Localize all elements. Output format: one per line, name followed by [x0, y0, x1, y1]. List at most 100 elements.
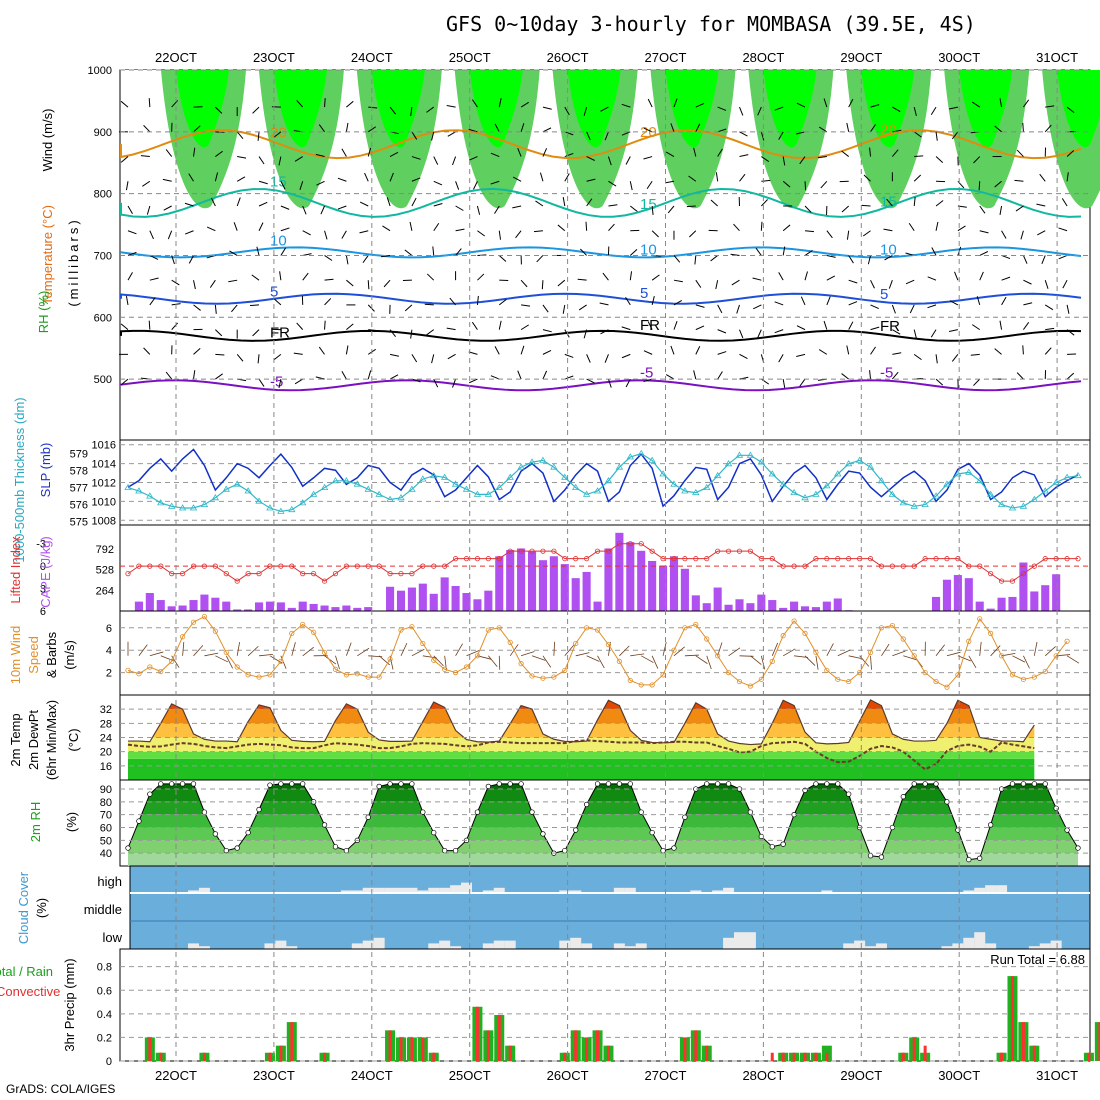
wind-barb	[280, 247, 287, 256]
cape-bar	[1030, 591, 1039, 611]
rh-point	[878, 854, 885, 860]
isotherm-label: FR	[270, 324, 290, 341]
rh-tick-label: 60	[100, 822, 112, 834]
wind-barb	[761, 156, 770, 162]
rh-plume-core	[371, 70, 425, 148]
wind-barb	[296, 322, 304, 330]
wind10-point	[278, 658, 284, 665]
li-point	[682, 556, 688, 562]
rh-point	[769, 844, 775, 850]
wind10-barb	[782, 648, 796, 657]
top-date-label: 23OCT	[253, 50, 295, 65]
wind-barb	[739, 173, 746, 182]
wind10-point	[452, 669, 459, 676]
wind-barb	[948, 106, 958, 110]
wind-barb	[215, 329, 223, 337]
wind-barb	[410, 329, 413, 339]
wind-barb	[1023, 302, 1033, 306]
thickness-point	[309, 490, 318, 497]
wind10-barb	[302, 646, 314, 657]
cape-bar	[364, 607, 373, 611]
wind10-point	[485, 627, 491, 633]
wind-barb	[433, 378, 439, 388]
cloud-bar-low	[198, 946, 210, 949]
upper-wind-label: Wind (m/s)	[40, 109, 55, 172]
wind-barb	[1066, 172, 1069, 182]
wind10-point	[169, 658, 175, 665]
rh-point	[365, 814, 371, 820]
wind-barb	[564, 329, 570, 338]
cloud-bar-low	[1039, 943, 1051, 949]
wind-barb	[1022, 345, 1024, 355]
wind10-barb	[520, 651, 535, 657]
wind-barb	[542, 370, 548, 380]
li-cape-panel: 264 528 792 -3 0 3 6 Lifted Index CAPE (J/kg)	[8, 524, 1091, 618]
cape-bar	[571, 578, 580, 611]
precip-tick-label: 0	[106, 1056, 112, 1068]
li-point	[256, 571, 262, 577]
wind10-point	[802, 630, 808, 637]
li-point	[802, 563, 808, 569]
wind-barb	[848, 279, 858, 284]
wind10-point	[725, 669, 732, 676]
wind-barb	[294, 156, 303, 162]
thickness-point	[451, 480, 460, 487]
li-point	[147, 563, 153, 569]
thickness-point	[582, 490, 591, 497]
wind-barb	[717, 371, 723, 380]
slp-tick-label: 1012	[92, 478, 116, 490]
li-point	[747, 548, 754, 554]
wind-barb	[892, 129, 902, 133]
wind-barb	[236, 197, 241, 207]
wind-barb	[389, 374, 399, 380]
wind10-barb	[728, 647, 741, 657]
wind-barb	[999, 205, 1003, 215]
wind-barb	[578, 304, 587, 311]
rh-tick-label: 80	[100, 797, 112, 809]
thickness-point	[965, 468, 973, 475]
thickness-point	[1041, 487, 1049, 494]
li-point	[649, 548, 655, 554]
wind-barb	[717, 106, 727, 111]
wind-barb	[520, 279, 528, 288]
wind-barb	[193, 147, 196, 157]
wind-barb	[346, 323, 354, 331]
rh-point	[867, 853, 874, 859]
cloud-bar-low	[865, 946, 877, 949]
thickness-point	[899, 499, 907, 506]
wind10-point	[179, 634, 186, 640]
cloud-bar-high	[351, 890, 363, 893]
temp-tick-label: 20	[100, 747, 112, 759]
wind-barb	[673, 255, 681, 263]
rh-point	[343, 847, 350, 854]
thickness-point	[1030, 495, 1039, 502]
wind10-barb	[608, 641, 611, 656]
wind-barb	[359, 201, 369, 207]
thickness-point	[408, 485, 416, 492]
wind10-barb	[335, 655, 340, 670]
cape-bar	[233, 609, 242, 611]
wind-barb	[542, 106, 552, 110]
cape-bar	[276, 602, 285, 611]
wind-barb	[404, 304, 413, 312]
wind10-barb	[794, 655, 809, 658]
wind-barb	[411, 378, 421, 383]
li-point	[922, 556, 928, 562]
wind-barb	[796, 131, 806, 135]
wind10-barb	[684, 654, 699, 657]
cloud-bar-low	[974, 932, 986, 949]
li-point	[998, 578, 1005, 584]
rh-point	[1031, 781, 1037, 787]
wind-barb	[870, 346, 876, 355]
li-point	[529, 548, 535, 554]
cape-bar	[451, 585, 460, 611]
wind10-barb	[815, 655, 819, 670]
rh-band	[128, 827, 1078, 841]
wind-barb	[869, 147, 872, 157]
wind10-point	[1020, 676, 1027, 682]
wind-barb	[517, 370, 522, 380]
wind-barb	[171, 322, 179, 330]
wind-barb	[1036, 203, 1046, 207]
wind-barb	[432, 246, 435, 256]
